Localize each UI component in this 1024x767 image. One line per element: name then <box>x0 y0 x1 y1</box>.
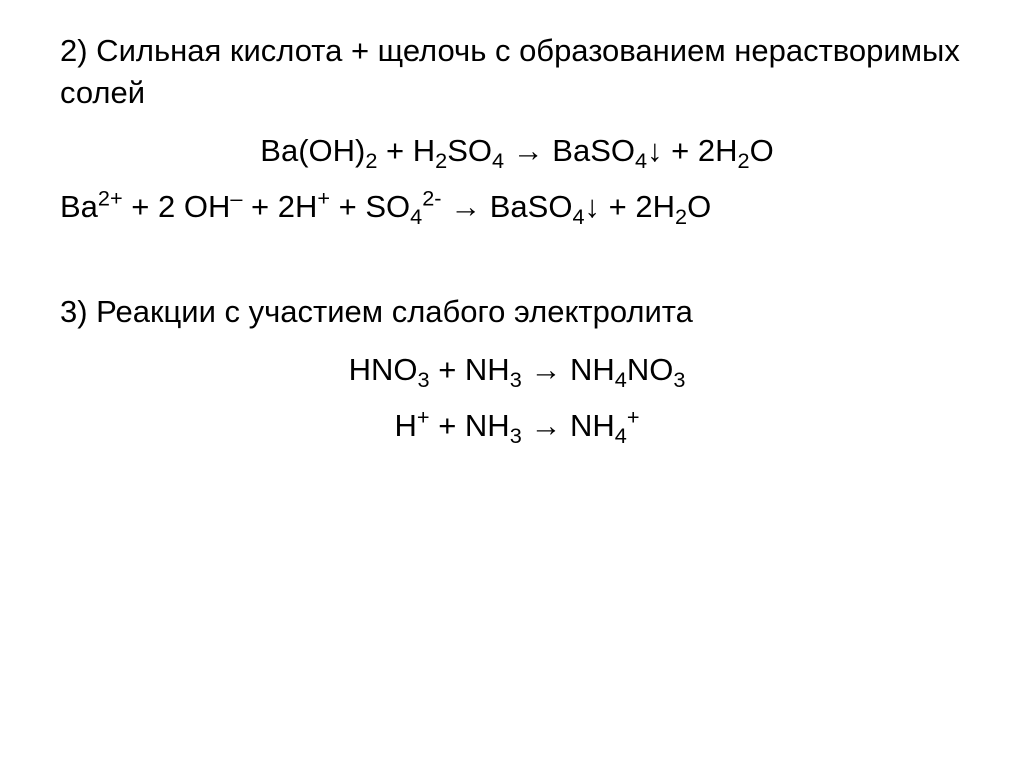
eq-sub: 4 <box>492 148 504 173</box>
eq-sub: 3 <box>418 367 430 392</box>
eq-text: + H <box>377 133 435 168</box>
eq-text: + SO <box>330 189 410 224</box>
eq-sup: + <box>317 185 330 210</box>
eq-text: Ba <box>60 189 98 224</box>
eq-text: + NH <box>430 408 510 443</box>
eq-text: H <box>395 408 417 443</box>
eq-text: ↓ + 2H <box>585 189 675 224</box>
eq-sub: 4 <box>572 204 584 229</box>
eq-sup: 2+ <box>98 185 123 210</box>
eq-sub: 2 <box>675 204 687 229</box>
section3-heading: 3) Реакции с участием слабого электролит… <box>60 291 974 333</box>
eq-text: HNO <box>349 352 418 387</box>
section2-equation2: Ba2+ + 2 OH– + 2H+ + SO42- → BaSO4↓ + 2H… <box>60 186 974 228</box>
eq-text: → BaSO <box>504 133 635 168</box>
eq-sup: + <box>627 405 640 430</box>
eq-text: NO <box>627 352 674 387</box>
eq-text: + NH <box>430 352 510 387</box>
eq-text: + 2 OH <box>123 189 231 224</box>
eq-text: → NH <box>522 352 615 387</box>
eq-text: O <box>687 189 711 224</box>
eq-text: + 2H <box>242 189 317 224</box>
eq-text: ↓ + 2H <box>647 133 737 168</box>
eq-sub: 4 <box>615 423 627 448</box>
eq-sub: 2 <box>435 148 447 173</box>
eq-text: → NH <box>522 408 615 443</box>
eq-text: O <box>750 133 774 168</box>
eq-sub: 2 <box>738 148 750 173</box>
eq-sub: 2 <box>365 148 377 173</box>
eq-sup: + <box>417 405 430 430</box>
spacer <box>60 241 974 291</box>
eq-text: → BaSO <box>442 189 573 224</box>
eq-sub: 4 <box>635 148 647 173</box>
eq-text: SO <box>447 133 492 168</box>
eq-sup: – <box>230 185 242 210</box>
section3-equation2: H+ + NH3 → NH4+ <box>60 405 974 447</box>
slide-content: 2) Сильная кислота + щелочь с образовани… <box>0 0 1024 491</box>
eq-sub: 3 <box>510 423 522 448</box>
section3-equation1: HNO3 + NH3 → NH4NO3 <box>60 349 974 391</box>
eq-text: Ba(OH) <box>260 133 365 168</box>
section2-equation1: Ba(OH)2 + H2SO4 → BaSO4↓ + 2H2O <box>60 130 974 172</box>
eq-sub: 4 <box>410 204 422 229</box>
section2-heading: 2) Сильная кислота + щелочь с образовани… <box>60 30 974 114</box>
eq-sup: 2- <box>422 185 441 210</box>
eq-sub: 4 <box>615 367 627 392</box>
eq-sub: 3 <box>673 367 685 392</box>
eq-sub: 3 <box>510 367 522 392</box>
